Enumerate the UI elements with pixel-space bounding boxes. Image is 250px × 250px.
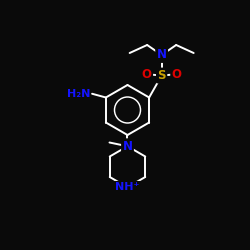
Text: H₂N: H₂N — [68, 89, 91, 99]
Text: N: N — [122, 140, 132, 153]
Text: O: O — [142, 68, 152, 81]
Text: O: O — [172, 68, 182, 81]
Text: N: N — [157, 48, 167, 62]
Text: S: S — [158, 69, 166, 82]
Text: NH⁺: NH⁺ — [115, 182, 140, 192]
